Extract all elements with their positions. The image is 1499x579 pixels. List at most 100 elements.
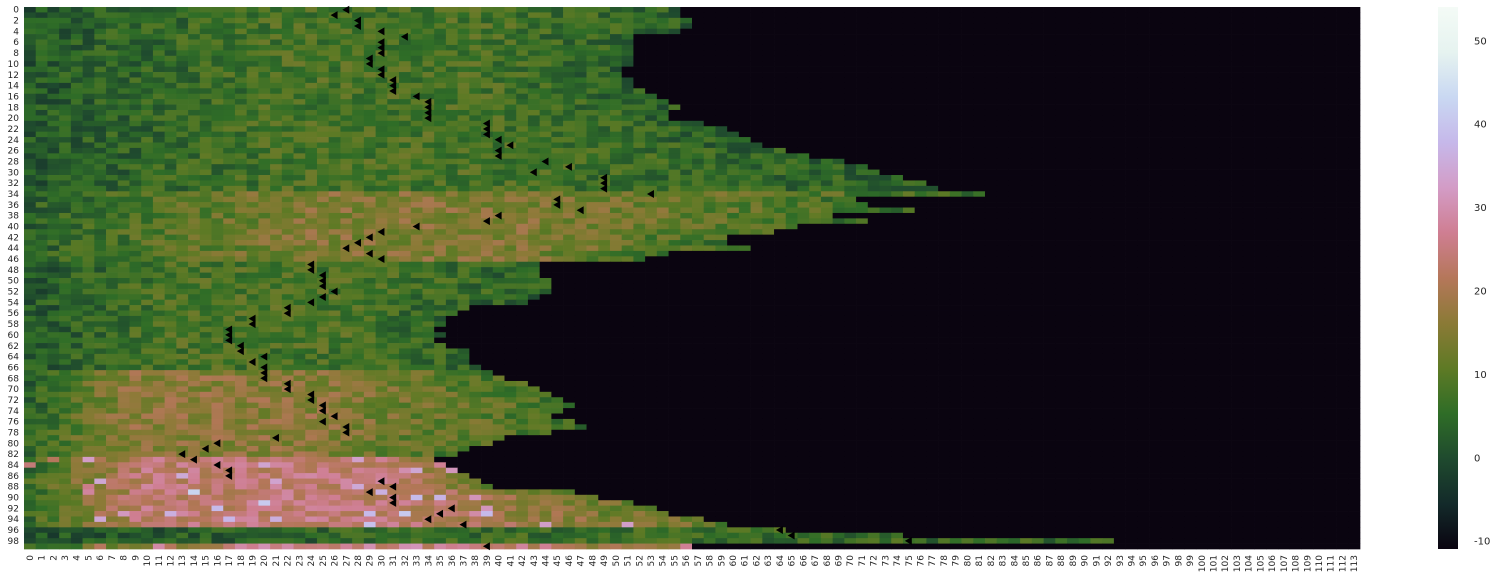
heatmap-cell (902, 126, 916, 133)
heatmap-cell (199, 191, 212, 198)
heatmap-cell (1020, 34, 1033, 40)
heatmap-cell (152, 131, 165, 138)
heatmap-cell (797, 169, 810, 176)
heatmap-cell (1207, 164, 1220, 170)
heatmap-cell (949, 7, 962, 13)
heatmap-cell (1242, 147, 1255, 154)
heatmap-cell (527, 175, 540, 181)
heatmap-cell (211, 202, 224, 208)
heatmap-cell (1090, 234, 1103, 241)
heatmap-cell (1067, 39, 1080, 46)
heatmap-cell (504, 99, 517, 105)
heatmap-cell (856, 99, 869, 105)
heatmap-cell (340, 28, 353, 35)
heatmap-cell (457, 207, 470, 214)
heatmap-cell (106, 50, 119, 57)
heatmap-cell (293, 147, 306, 154)
heatmap-cell (316, 202, 330, 208)
heatmap-cell (633, 50, 646, 57)
heatmap-cell (1277, 50, 1291, 57)
heatmap-cell (738, 120, 751, 127)
heatmap-cell (1324, 93, 1337, 100)
heatmap-cell (1067, 28, 1080, 35)
heatmap-cell (223, 191, 236, 198)
heatmap-cell (621, 169, 634, 176)
heatmap-cell (164, 39, 177, 46)
heatmap-cell (762, 169, 775, 176)
heatmap-cell (82, 120, 95, 127)
heatmap-cell (621, 175, 634, 181)
heatmap-cell (94, 50, 107, 57)
heatmap-cell (152, 137, 165, 143)
heatmap-cell (434, 23, 447, 30)
heatmap-cell (399, 39, 412, 46)
heatmap-cell (984, 23, 998, 30)
heatmap-cell (1008, 17, 1021, 24)
heatmap-cell (117, 137, 130, 143)
heatmap-cell (1020, 175, 1033, 181)
heatmap-cell (680, 99, 693, 105)
heatmap-cell (223, 99, 236, 105)
heatmap-cell (1125, 12, 1138, 19)
heatmap-cell (328, 153, 341, 160)
heatmap-cell (961, 158, 974, 165)
heatmap-cell (211, 185, 224, 192)
heatmap-cell (1125, 126, 1138, 133)
heatmap-cell (527, 44, 540, 51)
heatmap-cell (574, 212, 587, 219)
heatmap-cell (516, 82, 529, 89)
heatmap-cell (481, 109, 494, 116)
heatmap-cell (35, 185, 48, 192)
heatmap-cell (1324, 28, 1337, 35)
heatmap-cell (762, 12, 775, 19)
heatmap-cell (410, 82, 423, 89)
heatmap-cell (375, 61, 388, 67)
heatmap-cell (94, 180, 107, 187)
heatmap-cell (106, 229, 119, 235)
heatmap-cell (785, 109, 798, 116)
heatmap-cell (563, 39, 576, 46)
heatmap-cell (481, 82, 494, 89)
heatmap-cell (879, 212, 892, 219)
heatmap-cell (1254, 158, 1267, 165)
heatmap-cell (844, 39, 857, 46)
heatmap-cell (820, 207, 833, 214)
heatmap-cell (1090, 12, 1103, 19)
heatmap-cell (24, 142, 37, 149)
heatmap-cell (47, 12, 60, 19)
heatmap-cell (668, 131, 681, 138)
heatmap-cell (598, 212, 611, 219)
heatmap-cell (938, 131, 951, 138)
heatmap-cell (211, 104, 224, 111)
heatmap-cell (340, 142, 353, 149)
heatmap-cell (633, 23, 646, 30)
heatmap-cell (527, 218, 540, 225)
heatmap-cell (820, 234, 833, 241)
heatmap-cell (152, 55, 165, 62)
heatmap-cell (774, 72, 787, 78)
heatmap-cell (1336, 180, 1349, 187)
heatmap-cell (1113, 82, 1126, 89)
heatmap-cell (352, 104, 365, 111)
heatmap-cell (1067, 169, 1080, 176)
heatmap-cell (1242, 55, 1255, 62)
heatmap-cell (1324, 23, 1337, 30)
heatmap-cell (316, 34, 330, 40)
heatmap-cell (856, 158, 869, 165)
heatmap-cell (387, 23, 400, 30)
heatmap-cell (246, 229, 259, 235)
heatmap-cell (1160, 158, 1173, 165)
heatmap-cell (914, 164, 927, 170)
heatmap-cell (1067, 158, 1080, 165)
heatmap-cell (246, 218, 259, 225)
heatmap-cell (539, 131, 552, 138)
heatmap-cell (750, 223, 763, 230)
heatmap-cell (1336, 44, 1349, 51)
heatmap-cell (1102, 109, 1115, 116)
heatmap-cell (363, 153, 376, 160)
heatmap-cell (1313, 207, 1326, 214)
heatmap-cell (774, 99, 787, 105)
heatmap-cell (188, 88, 201, 95)
heatmap-cell (59, 115, 72, 122)
heatmap-cell (727, 126, 740, 133)
